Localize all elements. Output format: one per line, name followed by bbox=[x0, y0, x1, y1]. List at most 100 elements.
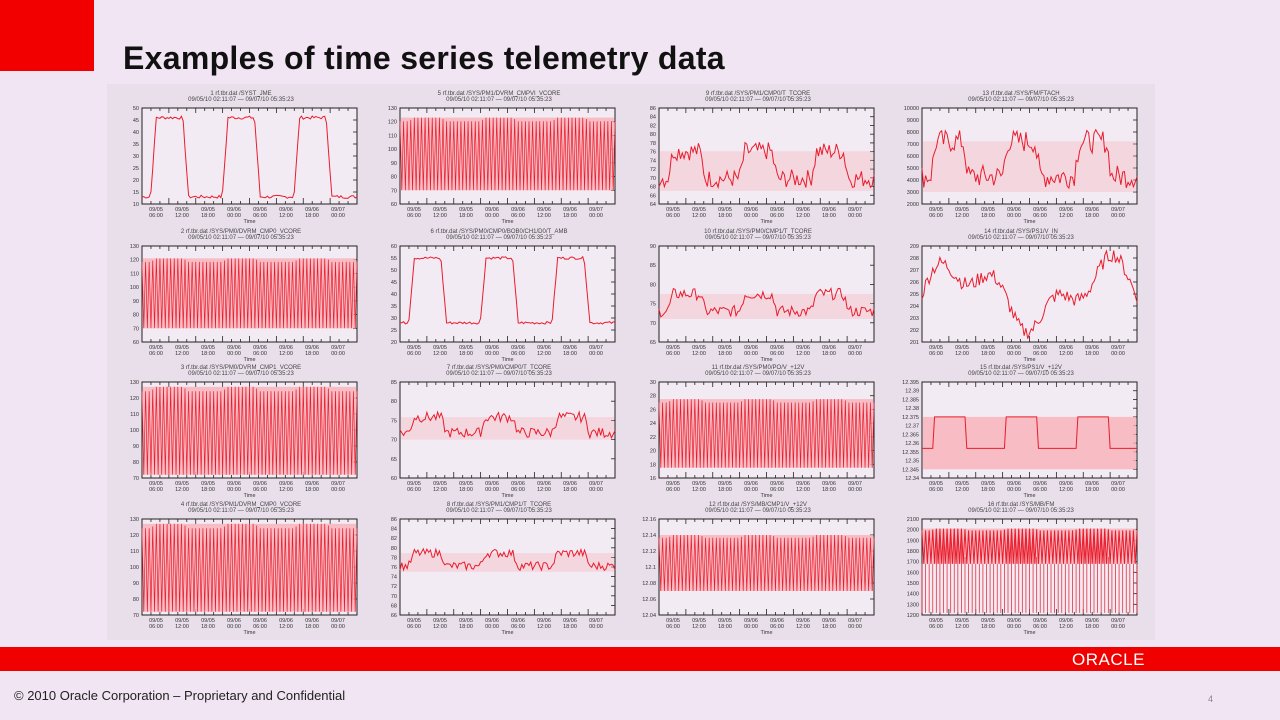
svg-text:12.38: 12.38 bbox=[905, 406, 919, 412]
svg-text:1900: 1900 bbox=[907, 538, 919, 544]
svg-text:12:00: 12:00 bbox=[796, 624, 810, 630]
svg-text:26: 26 bbox=[650, 407, 656, 413]
svg-text:09/05: 09/05 bbox=[459, 207, 473, 213]
svg-text:00:00: 00:00 bbox=[589, 624, 603, 630]
chart-plot: 161820222426283009/0506:0009/0512:0009/0… bbox=[650, 380, 875, 498]
svg-text:18:00: 18:00 bbox=[718, 351, 732, 357]
svg-text:09/06: 09/06 bbox=[1007, 618, 1021, 624]
svg-text:2000: 2000 bbox=[907, 528, 919, 534]
svg-text:09/06: 09/06 bbox=[1085, 481, 1099, 487]
svg-text:68: 68 bbox=[391, 603, 397, 609]
svg-text:55: 55 bbox=[391, 256, 397, 262]
svg-text:06:00: 06:00 bbox=[929, 351, 943, 357]
svg-text:09/07: 09/07 bbox=[331, 618, 345, 624]
svg-text:18:00: 18:00 bbox=[718, 487, 732, 493]
svg-text:68: 68 bbox=[650, 185, 656, 191]
telemetry-chart-13: 13 rf.tbr.dat /SYS/FM/FTACH 09/05/10 02:1… bbox=[892, 88, 1150, 224]
svg-text:09/06: 09/06 bbox=[1085, 207, 1099, 213]
svg-text:Time: Time bbox=[1023, 630, 1035, 635]
svg-text:18:00: 18:00 bbox=[305, 487, 319, 493]
svg-text:18:00: 18:00 bbox=[459, 351, 473, 357]
svg-text:09/06: 09/06 bbox=[1007, 481, 1021, 487]
chart-subtitle: 09/05/10 02:11:07 — 09/07/10 05:35:23 bbox=[705, 371, 811, 377]
svg-text:06:00: 06:00 bbox=[666, 351, 680, 357]
svg-text:09/06: 09/06 bbox=[770, 481, 784, 487]
svg-text:09/06: 09/06 bbox=[563, 618, 577, 624]
svg-text:00:00: 00:00 bbox=[848, 624, 862, 630]
chart-subtitle: 09/05/10 02:11:07 — 09/07/10 05:35:23 bbox=[968, 235, 1074, 241]
svg-text:09/05: 09/05 bbox=[718, 207, 732, 213]
svg-text:09/06: 09/06 bbox=[822, 345, 836, 351]
chart-plot: 65707580859009/0506:0009/0512:0009/0518:… bbox=[650, 244, 875, 362]
chart-title: 14 rf.tbr.dat /SYS/PS1/V_IN bbox=[984, 229, 1058, 235]
svg-text:130: 130 bbox=[388, 106, 397, 112]
svg-text:09/07: 09/07 bbox=[589, 618, 603, 624]
svg-text:110: 110 bbox=[388, 133, 397, 139]
svg-text:09/07: 09/07 bbox=[331, 345, 345, 351]
svg-text:80: 80 bbox=[650, 132, 656, 138]
chart-title: 15 rf.tbr.dat /SYS/PS1/V_+12V bbox=[980, 365, 1062, 371]
svg-text:84: 84 bbox=[650, 115, 656, 121]
svg-text:80: 80 bbox=[391, 399, 397, 405]
svg-text:1300: 1300 bbox=[907, 602, 919, 608]
svg-text:09/05: 09/05 bbox=[407, 481, 421, 487]
chart-plot: 70809010011012013009/0506:0009/0512:0009… bbox=[130, 517, 358, 635]
svg-text:09/07: 09/07 bbox=[1111, 207, 1125, 213]
svg-text:09/06: 09/06 bbox=[563, 345, 577, 351]
svg-text:06:00: 06:00 bbox=[149, 213, 163, 219]
telemetry-chart-12: 12 rf.tbr.dat /SYS/MB/CMP1/V_+12V 09/05/1… bbox=[629, 499, 887, 635]
svg-text:09/06: 09/06 bbox=[511, 481, 525, 487]
svg-text:12:00: 12:00 bbox=[175, 213, 189, 219]
svg-text:06:00: 06:00 bbox=[929, 213, 943, 219]
svg-text:09/07: 09/07 bbox=[848, 207, 862, 213]
svg-text:110: 110 bbox=[130, 412, 139, 418]
svg-text:09/06: 09/06 bbox=[796, 207, 810, 213]
svg-text:09/07: 09/07 bbox=[1111, 618, 1125, 624]
footer-red-bar bbox=[0, 647, 1280, 671]
svg-text:110: 110 bbox=[130, 549, 139, 555]
svg-text:06:00: 06:00 bbox=[407, 213, 421, 219]
svg-text:12:00: 12:00 bbox=[955, 487, 969, 493]
svg-text:06:00: 06:00 bbox=[770, 351, 784, 357]
svg-text:09/06: 09/06 bbox=[744, 618, 758, 624]
svg-text:25: 25 bbox=[391, 328, 397, 334]
svg-text:06:00: 06:00 bbox=[511, 624, 525, 630]
svg-text:45: 45 bbox=[133, 118, 139, 124]
svg-text:74: 74 bbox=[391, 575, 397, 581]
svg-text:09/06: 09/06 bbox=[563, 207, 577, 213]
svg-text:209: 209 bbox=[910, 244, 919, 250]
chart-subtitle: 09/05/10 02:11:07 — 09/07/10 05:35:23 bbox=[705, 235, 811, 241]
svg-text:09/05: 09/05 bbox=[459, 618, 473, 624]
svg-text:76: 76 bbox=[650, 150, 656, 156]
svg-text:09/05: 09/05 bbox=[692, 481, 706, 487]
svg-text:12:00: 12:00 bbox=[692, 624, 706, 630]
telemetry-chart-15: 15 rf.tbr.dat /SYS/PS1/V_+12V 09/05/10 02… bbox=[892, 362, 1150, 498]
svg-text:00:00: 00:00 bbox=[589, 351, 603, 357]
svg-text:18:00: 18:00 bbox=[1085, 624, 1099, 630]
svg-text:09/05: 09/05 bbox=[718, 345, 732, 351]
chart-title: 9 rf.tbr.dat /SYS/PM1/CMP0/T_TCORE bbox=[705, 91, 811, 97]
svg-text:90: 90 bbox=[133, 444, 139, 450]
svg-text:12.395: 12.395 bbox=[902, 380, 919, 386]
svg-text:09/07: 09/07 bbox=[589, 207, 603, 213]
svg-text:09/06: 09/06 bbox=[1033, 345, 1047, 351]
svg-text:09/06: 09/06 bbox=[305, 481, 319, 487]
svg-text:120: 120 bbox=[130, 533, 139, 539]
svg-text:09/05: 09/05 bbox=[692, 618, 706, 624]
svg-text:70: 70 bbox=[133, 476, 139, 482]
svg-text:110: 110 bbox=[130, 271, 139, 277]
svg-text:18:00: 18:00 bbox=[305, 213, 319, 219]
svg-text:12:00: 12:00 bbox=[433, 487, 447, 493]
chart-subtitle: 09/05/10 02:11:07 — 09/07/10 05:35:23 bbox=[446, 371, 552, 377]
svg-text:06:00: 06:00 bbox=[929, 624, 943, 630]
svg-text:18:00: 18:00 bbox=[822, 351, 836, 357]
svg-text:18:00: 18:00 bbox=[981, 624, 995, 630]
svg-text:208: 208 bbox=[910, 256, 919, 262]
svg-text:09/06: 09/06 bbox=[1059, 481, 1073, 487]
svg-text:78: 78 bbox=[650, 141, 656, 147]
svg-text:09/06: 09/06 bbox=[227, 345, 241, 351]
svg-text:65: 65 bbox=[650, 340, 656, 346]
svg-text:00:00: 00:00 bbox=[331, 351, 345, 357]
svg-text:09/05: 09/05 bbox=[955, 207, 969, 213]
chart-plot: 12.34 12.345 12.35 12.355 12.36 12.365 12.37 12… bbox=[902, 380, 1138, 498]
